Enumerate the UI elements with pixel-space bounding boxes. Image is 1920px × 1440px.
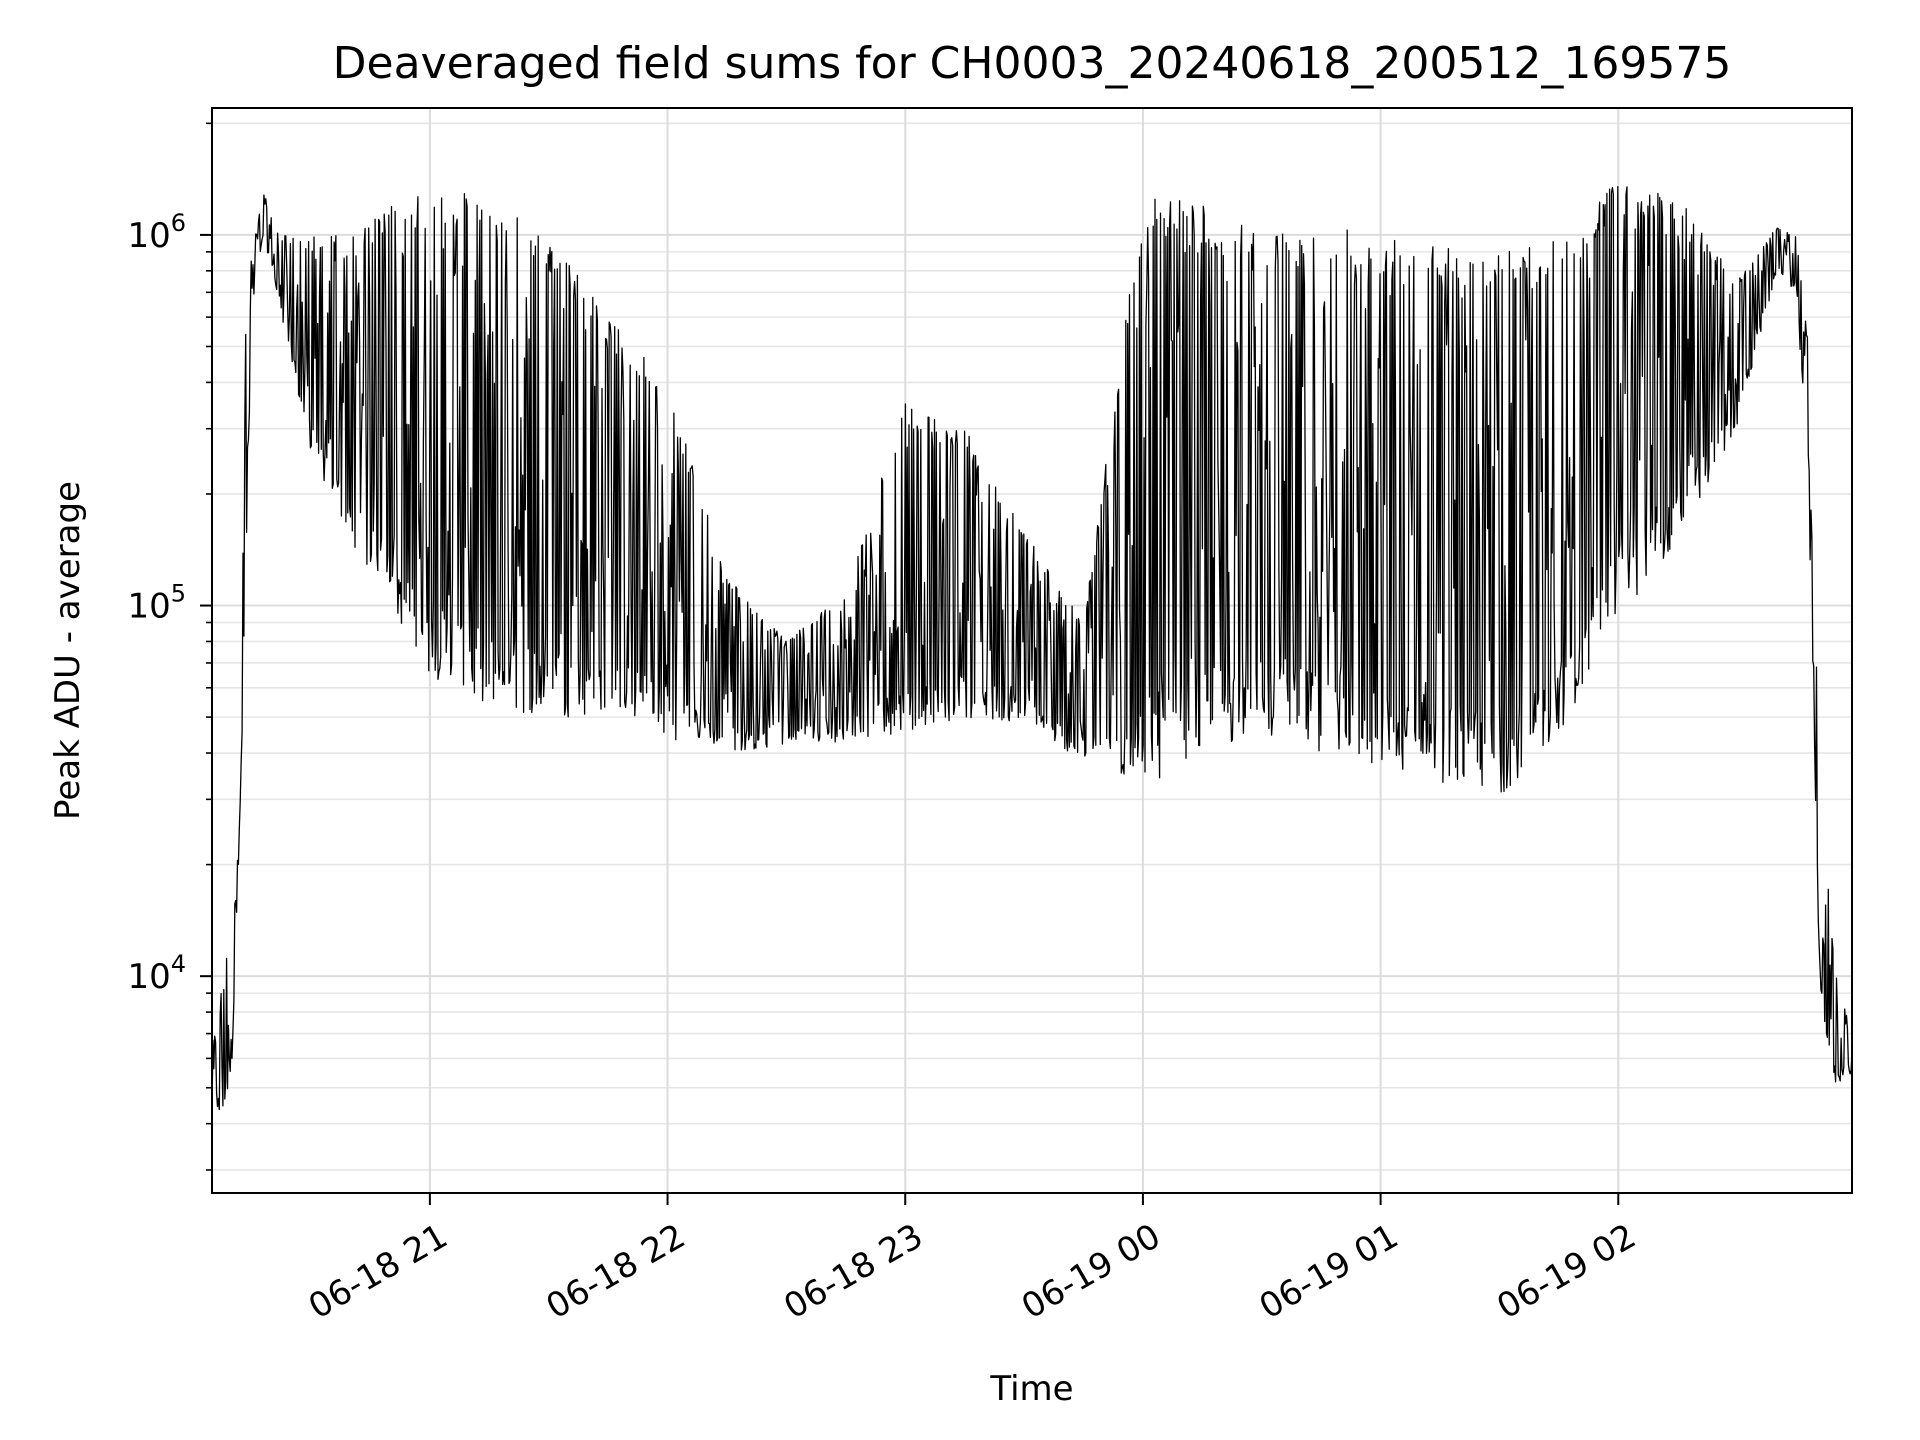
series-layer — [211, 186, 1853, 1115]
y-tick-label: 104 — [127, 950, 186, 997]
y-tick-label: 106 — [127, 209, 186, 256]
series-line — [211, 186, 1853, 1115]
y-tick-label: 105 — [127, 580, 186, 627]
plot-frame — [211, 107, 1853, 1194]
y-axis-label: Peak ADU - average — [48, 481, 88, 820]
chart-title: Deaveraged field sums for CH0003_2024061… — [333, 38, 1732, 89]
y-axis: 104 105 106 — [127, 122, 212, 1171]
x-axis-label: Time — [989, 1369, 1073, 1409]
